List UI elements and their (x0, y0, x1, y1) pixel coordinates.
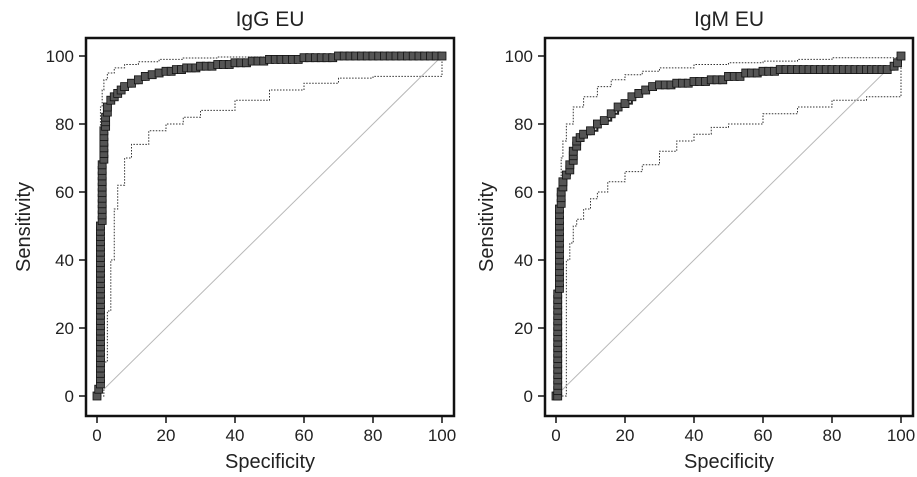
roc-point (437, 51, 447, 61)
x-tick-label: 80 (823, 426, 842, 445)
plot-frame (84, 36, 456, 418)
y-tick-label: 0 (65, 387, 74, 406)
y-tick-label: 100 (505, 47, 533, 66)
y-tick-label: 100 (46, 47, 74, 66)
roc-panel-igg: IgG EU Specificity Sensitivity 0 20 40 60 80 100… (13, 8, 456, 473)
y-tick-label: 20 (514, 319, 533, 338)
y-tick-label: 40 (55, 251, 74, 270)
y-tick-label: 60 (55, 183, 74, 202)
chart-title: IgM EU (694, 8, 764, 31)
x-tick-label: 20 (157, 426, 176, 445)
x-tick-label: 40 (226, 426, 245, 445)
roc-panel-igm: IgM EU Specificity Sensitivity 0 20 40 60 80 100… (476, 8, 915, 473)
x-axis-label: Specificity (225, 451, 315, 473)
x-tick-label: 0 (551, 426, 560, 445)
y-tick-label: 40 (514, 251, 533, 270)
x-tick-label: 60 (754, 426, 773, 445)
x-tick-label: 100 (428, 426, 456, 445)
roc-point (606, 109, 616, 119)
x-tick-label: 80 (364, 426, 383, 445)
chart-title: IgG EU (236, 8, 305, 31)
ci-lower-line (556, 56, 902, 397)
x-tick-label: 100 (887, 426, 915, 445)
plot-frame (543, 36, 915, 418)
roc-point (896, 51, 906, 61)
x-tick-label: 20 (616, 426, 635, 445)
reference-diagonal (555, 55, 902, 397)
ci-upper-line (556, 56, 902, 397)
ci-upper-line (97, 55, 442, 390)
y-tick-label: 80 (514, 115, 533, 134)
x-tick-label: 0 (92, 426, 101, 445)
x-axis-label: Specificity (684, 451, 774, 473)
roc-point (586, 126, 595, 136)
y-axis-label: Sensitivity (476, 182, 498, 272)
y-axis-label: Sensitivity (13, 182, 35, 272)
x-tick-label: 60 (295, 426, 314, 445)
roc-point (620, 99, 630, 108)
x-tick-label: 40 (685, 426, 704, 445)
y-tick-label: 0 (524, 387, 533, 406)
y-tick-label: 20 (55, 319, 74, 338)
ci-lower-line (97, 56, 443, 397)
y-tick-label: 80 (55, 115, 74, 134)
y-tick-label: 60 (514, 183, 533, 202)
reference-diagonal (96, 55, 443, 397)
roc-point (599, 116, 609, 125)
